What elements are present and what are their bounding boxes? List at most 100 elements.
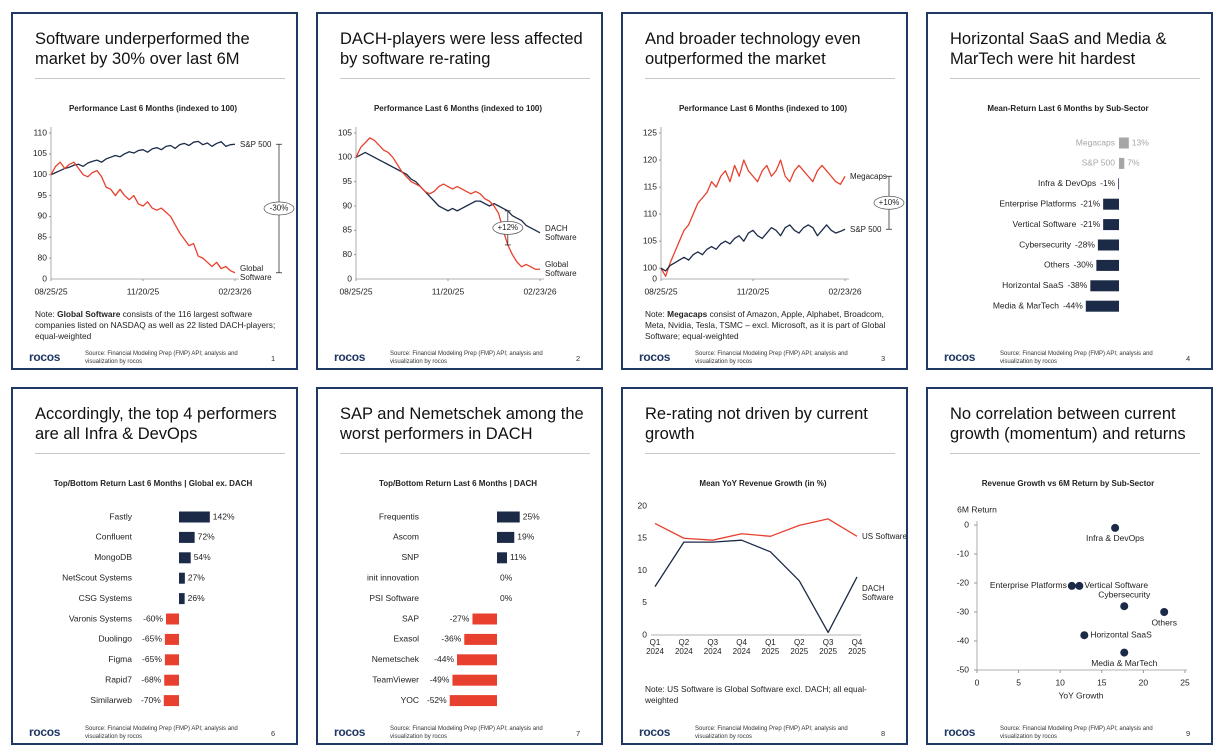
value-label: 142%	[213, 511, 235, 521]
point-label: Horizontal SaaS	[1090, 629, 1152, 639]
y-tick-label: 100	[338, 152, 352, 162]
value-label: 26%	[188, 593, 205, 603]
series-label: Megacaps	[850, 171, 887, 181]
slide-card: Software underperformed the market by 30…	[11, 12, 298, 370]
bar	[1090, 280, 1119, 292]
y-tick-label: 85	[343, 225, 353, 235]
y-tick-label: 0	[964, 519, 969, 529]
category-label: Rapid7	[105, 674, 132, 684]
series-line	[654, 518, 858, 541]
logo: rocos	[29, 350, 61, 364]
value-label: -68%	[141, 674, 161, 684]
category-label: CSG Systems	[79, 593, 132, 603]
y-tick-label: 15	[638, 533, 648, 543]
slide-title: Horizontal SaaS and Media & MarTech were…	[950, 30, 1167, 68]
chart: Performance Last 6 Months (indexed to 10…	[338, 104, 557, 296]
y-axis-break-label: 0	[652, 273, 657, 283]
y-tick-label: 0	[642, 629, 647, 639]
title-rule	[950, 453, 1200, 454]
category-label: Exasol	[393, 634, 419, 644]
x-tick-label: 08/25/25	[339, 286, 372, 296]
value-label: 0%	[500, 593, 513, 603]
y-axis-break-label: 0	[42, 273, 47, 283]
annotation-oval	[492, 221, 524, 235]
bar	[1103, 219, 1119, 231]
value-label: 13%	[1132, 137, 1149, 147]
logo: rocos	[29, 725, 61, 739]
chart: Mean-Return Last 6 Months by Sub-Sector 1…	[987, 104, 1149, 312]
annotation-label: +12%	[497, 223, 518, 232]
bar	[1119, 157, 1125, 169]
x-tick-label: 02/23/26	[828, 286, 861, 296]
y-tick-label: 85	[38, 232, 48, 242]
point-label: Media & MarTech	[1091, 658, 1157, 668]
series-label: US Software	[862, 531, 907, 541]
page-number: 3	[881, 354, 886, 363]
point-label: Others	[1151, 617, 1177, 627]
note-text: US Software is Global Software excl. DAC…	[645, 684, 867, 705]
value-label: -30%	[1074, 260, 1094, 270]
slide-title: And broader technology even outperformed…	[645, 30, 861, 68]
y-tick-label: -50	[957, 664, 970, 674]
value-label: -21%	[1080, 198, 1100, 208]
series-line	[660, 224, 846, 272]
bar	[497, 552, 507, 564]
y-tick-label: 95	[343, 176, 353, 186]
bar	[449, 695, 497, 707]
source: Source: Financial Modeling Prep (FMP) AP…	[695, 726, 848, 740]
value-label: 25%	[523, 511, 540, 521]
series-line	[50, 161, 236, 274]
value-label: -70%	[141, 695, 161, 705]
chart: Mean YoY Revenue Growth (in %) 0 5 10 15 20	[638, 479, 861, 639]
x-tick-label: 02/23/26	[218, 286, 251, 296]
bar	[1096, 259, 1119, 271]
title-rule	[645, 453, 895, 454]
category-label: NetScout Systems	[62, 572, 132, 582]
chart-title: Mean-Return Last 6 Months by Sub-Sector	[987, 104, 1148, 113]
annotation-label: +10%	[879, 198, 900, 207]
note-term: Megacaps	[667, 309, 708, 319]
x-tick-label: 08/25/25	[644, 286, 677, 296]
value-label: -1%	[1100, 178, 1116, 188]
chart: Top/Bottom Return Last 6 Months | DACH 25…	[367, 479, 540, 707]
y-axis-title: 6M Return	[957, 504, 997, 514]
scatter-point	[1120, 602, 1129, 611]
x-tick-label: 5	[1016, 677, 1021, 687]
bar	[452, 674, 497, 686]
bar	[164, 633, 179, 645]
bar	[1118, 178, 1119, 190]
series-label: S&P 500	[850, 224, 882, 234]
category-label: MongoDB	[94, 552, 132, 562]
y-tick-label: 80	[343, 249, 353, 259]
y-tick-label: -10	[957, 548, 970, 558]
y-tick-label: 115	[643, 181, 657, 191]
chart-title: Top/Bottom Return Last 6 Months | DACH	[379, 479, 537, 488]
note: Note: Global Software consists of the 11…	[35, 309, 285, 342]
point-label: Enterprise Platforms	[990, 580, 1067, 590]
y-tick-label: 80	[38, 252, 48, 262]
series-label: DACH Software	[862, 583, 894, 602]
series-line	[355, 137, 540, 270]
scatter-point	[1075, 581, 1084, 590]
annotation-oval	[263, 201, 295, 216]
category-label: SNP	[402, 552, 420, 562]
slide-card: And broader technology even outperformed…	[621, 12, 908, 370]
value-label: -21%	[1080, 219, 1100, 229]
x-tick-label: Q1 2025	[761, 638, 780, 656]
series-line	[355, 151, 541, 234]
title-rule	[645, 78, 895, 79]
y-tick-label: -30	[957, 606, 970, 616]
value-label: -38%	[1067, 280, 1087, 290]
chart-title: Performance Last 6 Months (indexed to 10…	[69, 104, 237, 113]
chart: Top/Bottom Return Last 6 Months | Global…	[54, 479, 252, 707]
value-label: 0%	[500, 572, 513, 582]
chart: Performance Last 6 Months (indexed to 10…	[33, 104, 295, 296]
category-label: Fastly	[109, 511, 132, 521]
x-tick-label: 0	[975, 677, 980, 687]
page-number: 2	[576, 354, 581, 363]
category-label: S&P 500	[1082, 158, 1116, 168]
value-label: -65%	[142, 634, 162, 644]
category-label: YOC	[401, 695, 419, 705]
y-tick-label: 105	[643, 235, 657, 245]
note-lead: Note:	[645, 684, 665, 694]
